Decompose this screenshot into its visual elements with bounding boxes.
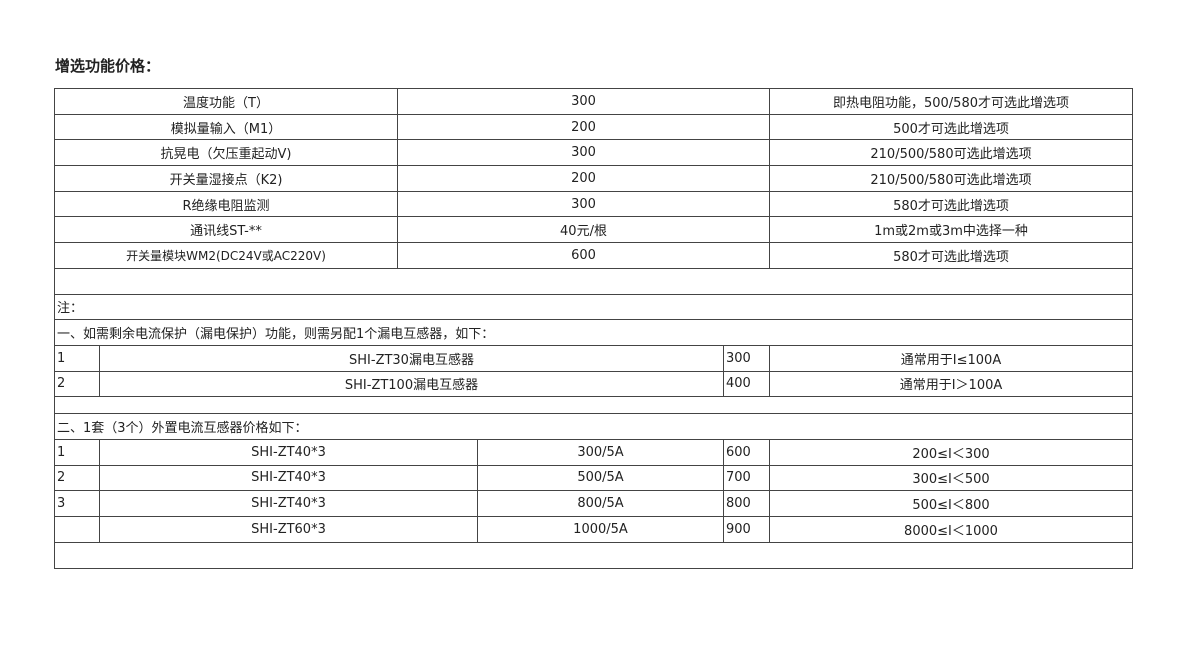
leakage-heading: 一、如需剩余电流保护（漏电保护）功能，则需另配1个漏电互感器，如下： — [57, 327, 495, 343]
ct-row: 1 SHI-ZT40*3 300/5A 600 200≤I＜300 — [55, 439, 1132, 466]
leakage-model: SHI-ZT100漏电互感器 — [100, 371, 724, 397]
option-price: 600 — [398, 243, 770, 268]
option-note: 580才可选此增选项 — [893, 249, 1009, 265]
empty-row — [55, 269, 1132, 295]
note-label: 注： — [57, 301, 84, 317]
option-name: 开关量模块WM2(DC24V或AC220V) — [55, 243, 398, 268]
leakage-row: 2 SHI-ZT100漏电互感器 400 通常用于I＞100A — [55, 371, 1132, 398]
leakage-heading-row: 一、如需剩余电流保护（漏电保护）功能，则需另配1个漏电互感器，如下： — [55, 320, 1132, 346]
ct-model: SHI-ZT40*3 — [100, 465, 478, 491]
ct-no: 1 — [55, 439, 100, 465]
option-name: 通讯线ST-** — [55, 217, 398, 243]
ct-price: 600 — [724, 439, 770, 465]
option-row: 开关量湿接点（K2) 200 210/500/580可选此增选项 — [55, 166, 1132, 192]
empty-row — [55, 397, 1132, 415]
leakage-model: SHI-ZT30漏电互感器 — [100, 345, 724, 371]
ct-no: 2 — [55, 465, 100, 491]
option-row: 开关量模块WM2(DC24V或AC220V) 600 580才可选此增选项 — [55, 243, 1132, 269]
ct-range: 8000≤I＜1000 — [904, 523, 998, 539]
option-row: R绝缘电阻监测 300 580才可选此增选项 — [55, 191, 1132, 218]
option-price: 300 — [398, 191, 770, 217]
price-table: 温度功能（T） 300 即热电阻功能，500/580才可选此增选项 模拟量输入（M1… — [54, 88, 1133, 570]
ct-row: SHI-ZT60*3 1000/5A 900 8000≤I＜1000 — [55, 517, 1132, 543]
ct-no — [55, 517, 100, 542]
ct-heading: 二、1套（3个）外置电流互感器价格如下： — [57, 421, 308, 437]
ct-ratio: 1000/5A — [478, 517, 724, 542]
ct-range: 200≤I＜300 — [912, 446, 990, 462]
option-note: 580才可选此增选项 — [893, 198, 1009, 214]
ct-price: 700 — [724, 465, 770, 491]
ct-range: 500≤I＜800 — [912, 498, 990, 514]
ct-row: 3 SHI-ZT40*3 800/5A 800 500≤I＜800 — [55, 491, 1132, 517]
ct-price: 900 — [724, 517, 770, 542]
option-price: 200 — [398, 166, 770, 191]
option-note: 500才可选此增选项 — [893, 121, 1009, 137]
ct-ratio: 500/5A — [478, 465, 724, 491]
ct-no: 3 — [55, 491, 100, 516]
option-price: 40元/根 — [398, 217, 770, 243]
option-note: 即热电阻功能，500/580才可选此增选项 — [832, 95, 1069, 111]
note-row: 注： — [55, 295, 1132, 321]
leakage-usage: 通常用于I＞100A — [899, 378, 1003, 394]
option-row: 通讯线ST-** 40元/根 1m或2m或3m中选择一种 — [55, 217, 1132, 244]
option-name: 模拟量输入（M1） — [55, 114, 398, 140]
ct-ratio: 800/5A — [478, 491, 724, 516]
leakage-row: 1 SHI-ZT30漏电互感器 300 通常用于I≤100A — [55, 345, 1132, 372]
option-name: 抗晃电（欠压重起动V) — [55, 140, 398, 166]
ct-row: 2 SHI-ZT40*3 500/5A 700 300≤I＜500 — [55, 465, 1132, 492]
option-row: 抗晃电（欠压重起动V) 300 210/500/580可选此增选项 — [55, 140, 1132, 167]
leakage-no: 1 — [55, 345, 100, 371]
ct-ratio: 300/5A — [478, 439, 724, 465]
ct-model: SHI-ZT40*3 — [100, 439, 478, 465]
ct-range: 300≤I＜500 — [912, 472, 990, 488]
leakage-price: 300 — [724, 345, 770, 371]
ct-model: SHI-ZT40*3 — [100, 491, 478, 516]
option-name: 开关量湿接点（K2) — [55, 166, 398, 191]
option-row: 模拟量输入（M1） 200 500才可选此增选项 — [55, 114, 1132, 141]
leakage-price: 400 — [724, 371, 770, 397]
empty-row — [55, 543, 1132, 569]
ct-model: SHI-ZT60*3 — [100, 517, 478, 542]
ct-heading-row: 二、1套（3个）外置电流互感器价格如下： — [55, 414, 1132, 440]
option-row: 温度功能（T） 300 即热电阻功能，500/580才可选此增选项 — [55, 89, 1132, 115]
option-note: 210/500/580可选此增选项 — [870, 172, 1032, 188]
leakage-no: 2 — [55, 371, 100, 397]
ct-price: 800 — [724, 491, 770, 516]
option-price: 300 — [398, 140, 770, 166]
option-note: 210/500/580可选此增选项 — [870, 147, 1032, 163]
option-name: 温度功能（T） — [55, 89, 398, 114]
option-price: 200 — [398, 114, 770, 140]
option-name: R绝缘电阻监测 — [55, 191, 398, 217]
option-price: 300 — [398, 89, 770, 114]
leakage-usage: 通常用于I≤100A — [900, 352, 1002, 368]
section-title: 增选功能价格： — [55, 57, 161, 75]
option-note: 1m或2m或3m中选择一种 — [874, 224, 1028, 240]
